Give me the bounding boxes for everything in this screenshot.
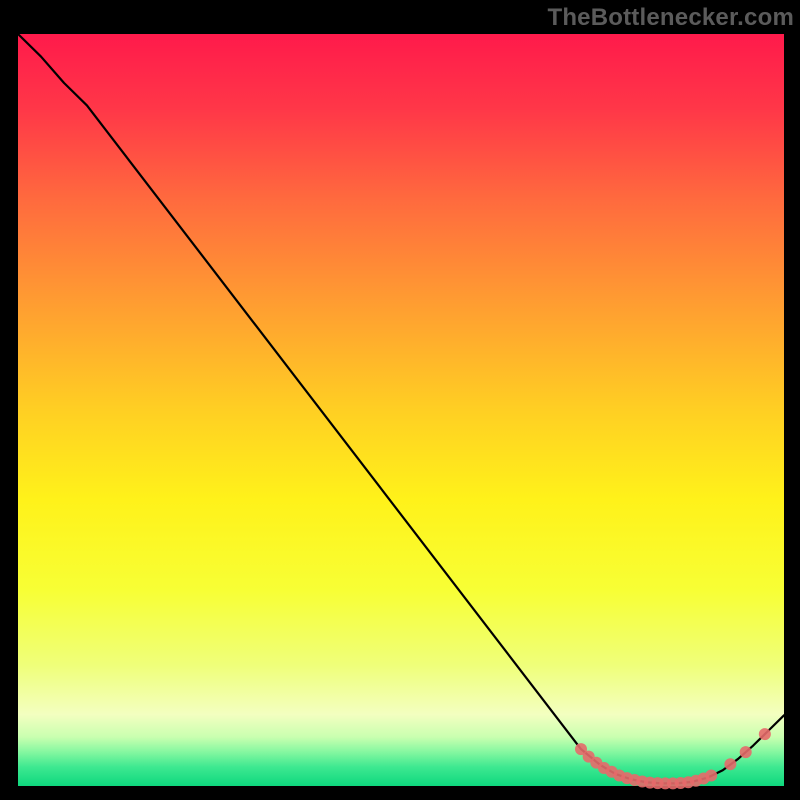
curve-marker: [724, 758, 736, 770]
curve-markers: [575, 728, 771, 789]
chart-canvas: TheBottlenecker.com: [0, 0, 800, 800]
plot-area: [18, 34, 784, 786]
curve-marker: [759, 728, 771, 740]
curve-marker: [705, 769, 717, 781]
bottleneck-curve: [18, 34, 784, 786]
watermark-text: TheBottlenecker.com: [547, 4, 794, 32]
curve-line: [18, 34, 784, 783]
curve-marker: [740, 746, 752, 758]
